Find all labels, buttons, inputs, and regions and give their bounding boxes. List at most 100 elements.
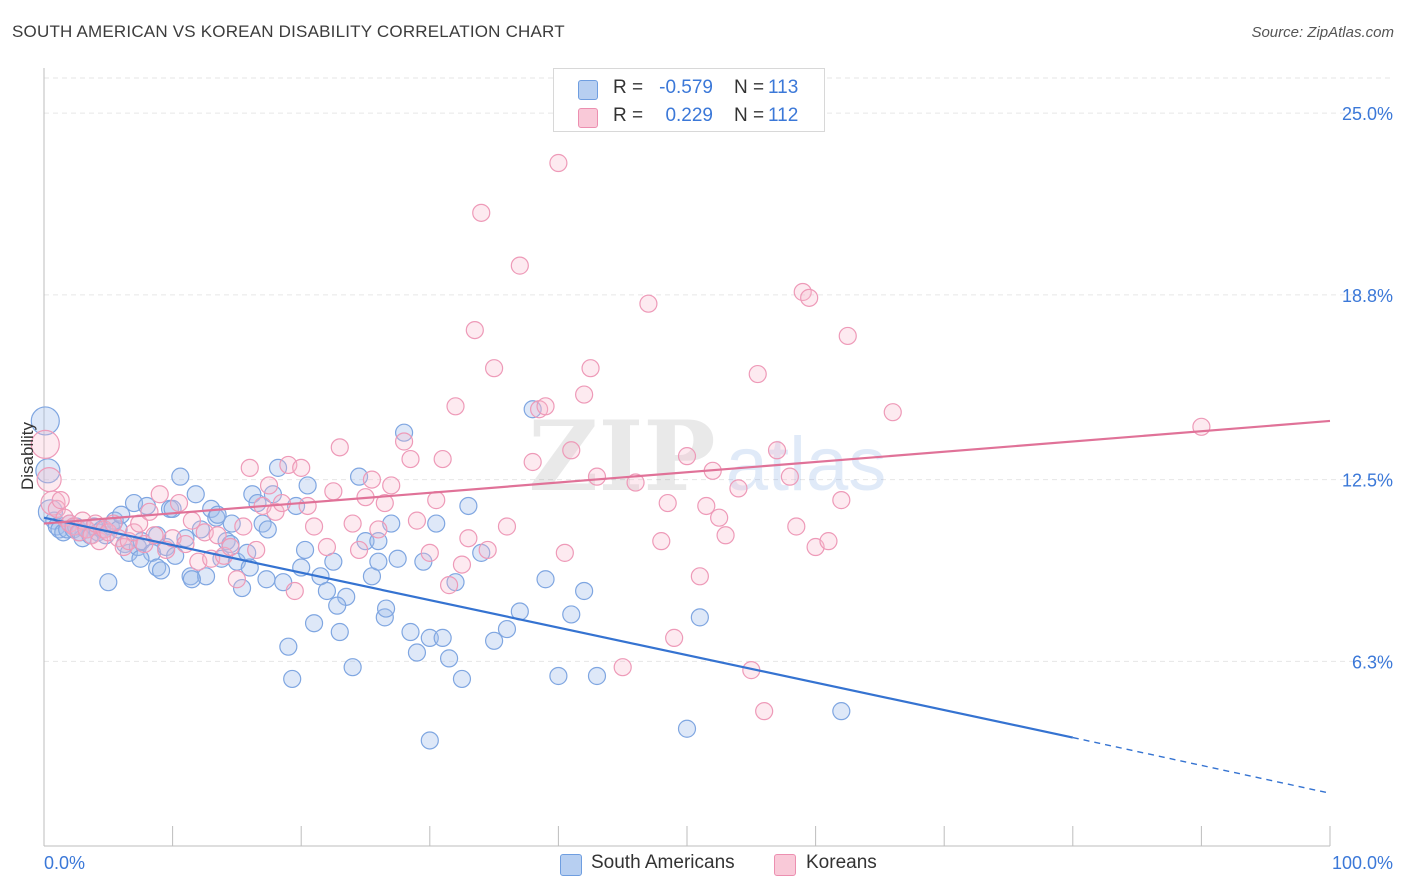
korean-point: [465, 320, 484, 340]
south-american-point: [452, 669, 472, 689]
south-american-point: [343, 658, 362, 677]
south-americans-points: [30, 400, 851, 750]
south-american-point: [279, 637, 298, 656]
korean-point: [401, 449, 420, 469]
korean-point: [800, 288, 819, 307]
korean-point: [240, 458, 259, 477]
south-american-point: [196, 567, 216, 586]
legend-n-value: 113: [768, 77, 799, 98]
south-american-point: [330, 622, 349, 642]
south-american-point: [562, 605, 581, 624]
korean-point: [581, 359, 600, 378]
korean-point: [114, 537, 133, 557]
axes: [43, 68, 1331, 847]
south-american-point: [35, 458, 61, 484]
korean-point: [304, 517, 324, 536]
korean-point: [755, 702, 774, 721]
korean-point: [562, 441, 581, 460]
korean-point: [787, 517, 806, 536]
korean-point: [169, 493, 189, 513]
korean-point: [30, 429, 60, 460]
south-american-point: [283, 669, 302, 689]
korean-point: [587, 467, 607, 486]
korean-point: [36, 466, 62, 493]
korean-point: [536, 397, 555, 416]
korean-point: [330, 438, 349, 457]
korean-point: [780, 467, 799, 486]
south-american-point: [401, 622, 420, 642]
bottom-legend-south-americans: South Americans: [591, 852, 735, 873]
south-american-point: [420, 731, 439, 750]
korean-point: [439, 576, 459, 595]
korean-point: [420, 543, 439, 562]
korean-point: [221, 537, 240, 557]
south-american-point: [30, 406, 60, 436]
korean-point: [394, 432, 414, 451]
south-american-point: [232, 578, 252, 598]
korean-point: [433, 449, 452, 469]
south-american-point: [677, 719, 697, 738]
south-american-point: [222, 514, 241, 533]
bottom-legend-swatch-pink: [774, 854, 796, 876]
legend-swatch-blue: [578, 80, 598, 100]
legend-row-koreans: R = 0.229 N = 112: [554, 101, 824, 131]
korean-point: [472, 203, 491, 222]
korean-point: [298, 496, 317, 516]
korean-point: [292, 458, 311, 477]
korean-point: [710, 508, 729, 527]
south-american-point: [298, 476, 317, 495]
south-american-point: [459, 496, 478, 516]
bottom-legend-swatch-blue: [560, 854, 582, 876]
korean-point: [690, 567, 709, 586]
south-american-point: [376, 599, 396, 618]
legend: R = -0.579 N = 113 R = 0.229 N = 112: [553, 68, 825, 132]
korean-point: [626, 473, 645, 492]
watermark: ZIP atlas: [528, 400, 886, 513]
korean-point: [247, 540, 266, 560]
korean-point: [324, 482, 343, 501]
korean-point: [208, 526, 227, 545]
south-american-point: [328, 596, 347, 615]
korean-point: [375, 493, 394, 513]
south-american-point: [243, 485, 262, 504]
south-american-point: [575, 581, 594, 601]
south-american-point: [427, 514, 446, 533]
south-american-point: [536, 570, 555, 589]
legend-n-label: N =: [734, 77, 765, 98]
y-tick-label: 18.8%: [1342, 286, 1393, 306]
korean-point: [832, 491, 851, 510]
south-american-point: [258, 520, 277, 539]
south-american-point: [388, 549, 407, 568]
legend-r-label: R =: [613, 77, 644, 98]
south-american-point: [151, 561, 171, 580]
korean-point: [677, 447, 697, 466]
korean-point: [510, 256, 529, 275]
south-american-point: [131, 549, 150, 568]
bottom-legend-koreans: Koreans: [806, 852, 877, 873]
legend-r-value: -0.579: [659, 77, 713, 98]
watermark-zip: ZIP: [528, 400, 715, 513]
korean-point: [459, 529, 478, 548]
y-tick-label: 12.5%: [1342, 471, 1393, 491]
korean-point: [349, 540, 369, 560]
south-american-point: [99, 573, 118, 592]
korean-point: [665, 628, 684, 647]
y-tick-label: 25.0%: [1342, 104, 1393, 124]
south-american-point: [690, 608, 709, 627]
legend-swatch-pink: [578, 108, 598, 128]
south-american-point: [369, 552, 388, 571]
korean-point: [234, 517, 253, 536]
x-tick-label: 100.0%: [1332, 853, 1393, 873]
south-american-point: [176, 529, 195, 548]
korean-point: [227, 570, 246, 589]
legend-row-south-americans: R = -0.579 N = 113: [554, 73, 824, 103]
south-american-point: [304, 614, 324, 633]
korean-point: [452, 555, 472, 574]
south-american-point: [295, 540, 315, 560]
watermark-atlas: atlas: [726, 422, 887, 507]
korean-point: [427, 491, 446, 510]
south-american-point: [587, 666, 607, 686]
south-american-point: [420, 628, 439, 647]
legend-n-label: N =: [734, 105, 765, 126]
